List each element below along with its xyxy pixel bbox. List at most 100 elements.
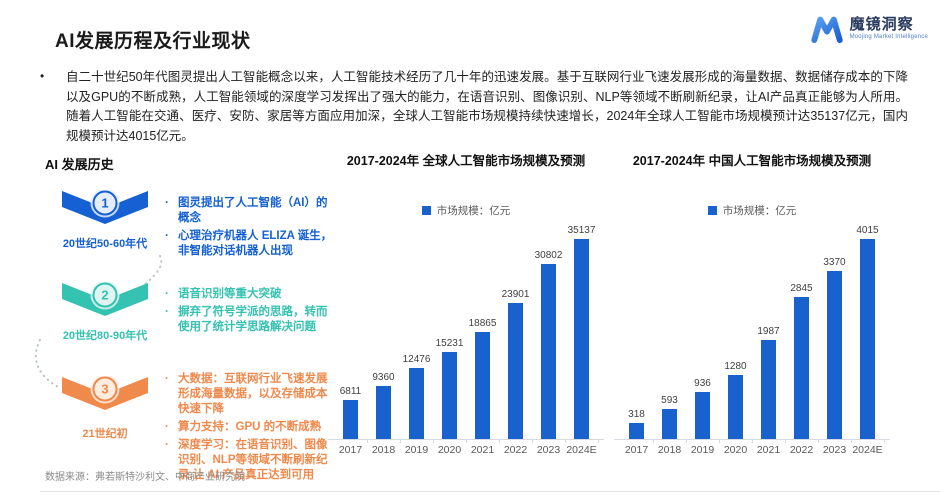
bar-column: 6811 — [334, 386, 367, 439]
bar-column: 15231 — [433, 338, 466, 439]
stage-number: 2 — [101, 288, 108, 303]
bar-value-label: 18865 — [468, 318, 497, 329]
bar — [409, 368, 424, 439]
chart-x-axis: 2017 2018 2019 2020 2021 2022 2023 2024E — [328, 440, 604, 456]
timeline-heading: AI 发展历史 — [45, 157, 114, 172]
chart-plot-area: 6811 9360 12476 15231 18865 23901 30802 35137 — [328, 218, 604, 440]
bullet-dot: · — [165, 421, 169, 433]
x-axis-label: 2021 — [752, 440, 786, 456]
bar — [728, 375, 743, 439]
logo-tagline: Moojing Market Intelligence — [849, 33, 928, 40]
bar-column: 35137 — [565, 225, 598, 439]
bar-column: 936 — [686, 378, 719, 439]
intro-text: 自二十世纪50年代图灵提出人工智能概念以来，人工智能技术经历了几十年的迅速发展。… — [66, 70, 908, 143]
bar-value-label: 9360 — [372, 372, 395, 383]
bar-column: 1987 — [752, 326, 785, 439]
bar-value-label: 35137 — [567, 225, 596, 236]
x-axis-label: 2024E — [565, 440, 599, 456]
logo-brand: 魔镜洞察 — [849, 16, 914, 34]
timeline-stage-2: 2 20世纪80-90年代 · 语音识别等重大突破 · 摒弃了符号学派的思路，转而使… — [45, 282, 337, 343]
stage-ribbon-icon: 1 — [62, 190, 148, 224]
bar — [541, 264, 556, 439]
bullet-dot: · — [165, 230, 169, 242]
bar-value-label: 15231 — [435, 338, 464, 349]
bar — [475, 332, 490, 439]
x-axis-label: 2018 — [653, 440, 687, 456]
bar-value-label: 12476 — [402, 354, 431, 365]
bar — [827, 271, 842, 439]
bar-column: 23901 — [499, 289, 532, 439]
legend-swatch — [421, 206, 431, 215]
x-axis-label: 2017 — [334, 440, 368, 456]
bar-column: 4015 — [851, 225, 884, 439]
bar — [574, 239, 589, 439]
stage-bullet: · 摒弃了符号学派的思路，转而使用了统计学思路解决问题 — [165, 305, 337, 335]
stage-bullet-text: 摒弃了符号学派的思路，转而使用了统计学思路解决问题 — [178, 306, 328, 333]
x-axis-label: 2019 — [686, 440, 720, 456]
stage-bullet: · 语音识别等重大突破 — [165, 287, 337, 302]
timeline-stage-3: 3 21世纪初 · 大数据：互联网行业飞速发展形成海量数据，以及存储成本快速下降 … — [45, 370, 337, 486]
bar — [662, 409, 677, 439]
stage-icon-column: 3 21世纪初 — [45, 370, 165, 486]
stage-ribbon-icon: 3 — [62, 376, 148, 410]
x-axis-label: 2019 — [400, 440, 434, 456]
page-title: AI发展历程及行业现状 — [55, 31, 251, 52]
bar-value-label: 1280 — [724, 361, 747, 372]
timeline-stage-1: 1 20世纪50-60年代 · 图灵提出了人工智能（AI）的概念 · 心理治疗机器人… — [45, 190, 337, 262]
bullet-dot: · — [165, 439, 169, 451]
logo-m-icon — [810, 16, 843, 44]
stage-bullet: · 心理治疗机器人 ELIZA 诞生，非智能对话机器人出现 — [165, 229, 337, 259]
stage-bullet: · 算力支持：GPU 的不断成熟 — [165, 420, 337, 435]
bar-value-label: 593 — [661, 395, 678, 406]
bar-value-label: 936 — [694, 378, 711, 389]
bar-value-label: 3370 — [823, 257, 846, 268]
bar — [376, 386, 391, 439]
stage-period: 20世纪80-90年代 — [62, 330, 148, 342]
stage-ribbon-icon: 2 — [62, 282, 148, 316]
bar — [794, 297, 809, 439]
x-axis-label: 2017 — [620, 440, 654, 456]
stage-icon-column: 1 20世纪50-60年代 — [45, 190, 165, 262]
bullet-dot: · — [165, 306, 169, 318]
footer-divider — [40, 491, 940, 492]
bar-value-label: 318 — [628, 409, 645, 420]
bar-column: 18865 — [466, 318, 499, 439]
stage-bullets: · 大数据：互联网行业飞速发展形成海量数据，以及存储成本快速下降 · 算力支持：GP… — [165, 370, 337, 486]
bar-value-label: 4015 — [856, 225, 879, 236]
stage-icon-column: 2 20世纪80-90年代 — [45, 282, 165, 343]
chart-x-axis: 2017 2018 2019 2020 2021 2022 2023 2024E — [614, 440, 890, 456]
intro-paragraph: • 自二十世纪50年代图灵提出人工智能概念以来，人工智能技术经历了几十年的迅速发… — [40, 68, 908, 146]
bullet-dot: · — [165, 288, 169, 300]
x-axis-label: 2021 — [466, 440, 500, 456]
stage-bullet: · 深度学习：在语音识别、图像识别、NLP等领域不断刷新纪录,让 AI 产品真正达… — [165, 438, 337, 483]
data-source-note: 数据来源：弗若斯特沙利文、中商产业研究院 — [45, 472, 245, 483]
bar — [761, 340, 776, 439]
chart-china-ai-market: 2017-2024年 中国人工智能市场规模及预测 市场规模：亿元 318 593 9… — [614, 150, 890, 456]
bar-value-label: 1987 — [757, 326, 780, 337]
bar-column: 2845 — [785, 283, 818, 439]
bar-column: 3370 — [818, 257, 851, 439]
bar-column: 318 — [620, 409, 653, 439]
chart-plot-area: 318 593 936 1280 1987 2845 3370 4015 — [614, 218, 890, 440]
stage-bullet-text: 语音识别等重大突破 — [178, 288, 282, 300]
chart-title: 2017-2024年 全球人工智能市场规模及预测 — [346, 154, 586, 168]
stage-bullet-text: 算力支持：GPU 的不断成熟 — [178, 421, 322, 433]
stage-bullet-text: 深度学习：在语音识别、图像识别、NLP等领域不断刷新纪录,让 AI 产品真正达到… — [178, 439, 328, 481]
chart-legend: 市场规模：亿元 — [614, 203, 890, 218]
bar — [860, 239, 875, 439]
bar-value-label: 2845 — [790, 283, 813, 294]
stage-bullets: · 图灵提出了人工智能（AI）的概念 · 心理治疗机器人 ELIZA 诞生，非智能对… — [165, 190, 337, 262]
bar-column: 9360 — [367, 372, 400, 439]
stage-bullet: · 大数据：互联网行业飞速发展形成海量数据，以及存储成本快速下降 — [165, 372, 337, 417]
stage-bullet-text: 图灵提出了人工智能（AI）的概念 — [178, 197, 328, 224]
x-axis-label: 2023 — [532, 440, 566, 456]
x-axis-label: 2023 — [818, 440, 852, 456]
bar-column: 1280 — [719, 361, 752, 439]
x-axis-label: 2020 — [433, 440, 467, 456]
legend-label: 市场规模：亿元 — [722, 205, 797, 217]
x-axis-label: 2018 — [367, 440, 401, 456]
x-axis-label: 2022 — [499, 440, 533, 456]
stage-bullet: · 图灵提出了人工智能（AI）的概念 — [165, 196, 337, 226]
bar-value-label: 6811 — [339, 386, 362, 397]
